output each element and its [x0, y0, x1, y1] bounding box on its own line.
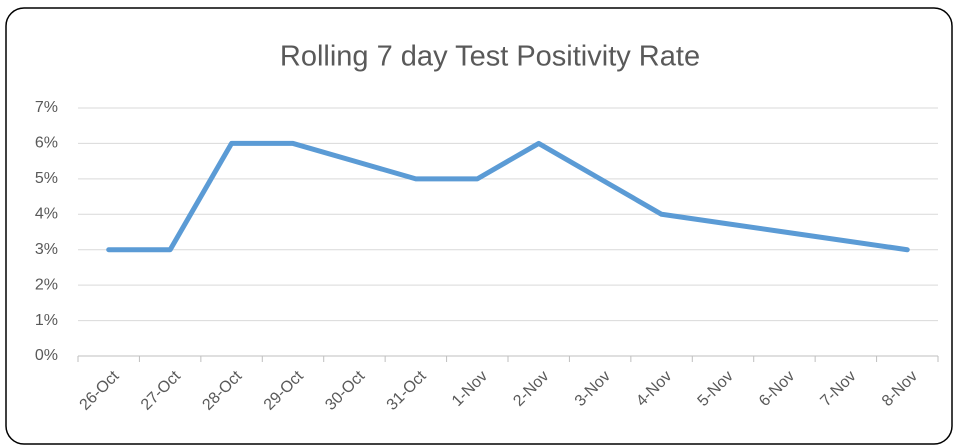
chart-title: Rolling 7 day Test Positivity Rate: [280, 41, 700, 73]
y-tick-label: 5%: [35, 170, 58, 187]
y-tick-label: 1%: [35, 312, 58, 329]
data-line: [106, 140, 910, 253]
y-tick-label: 4%: [35, 206, 58, 223]
y-tick-label: 3%: [35, 241, 58, 258]
chart-frame: [5, 7, 953, 445]
y-tick-label: 0%: [35, 347, 58, 364]
y-tick-label: 7%: [35, 99, 58, 116]
y-tick-label: 6%: [35, 135, 58, 152]
y-tick-label: 2%: [35, 276, 58, 293]
